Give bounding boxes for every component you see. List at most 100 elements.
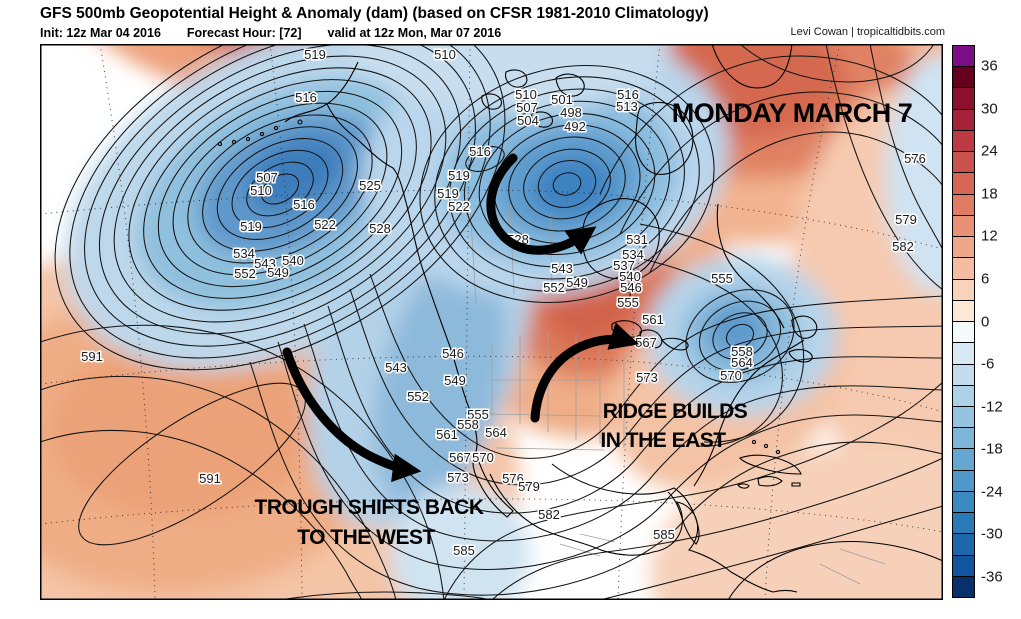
colorbar-tick-label: 18 — [981, 185, 998, 203]
colorbar-cell — [953, 151, 974, 173]
forecast-hour: Forecast Hour: [72] — [186, 26, 302, 40]
contour-label: 570 — [720, 368, 742, 383]
anomaly-shading — [40, 44, 943, 600]
colorbar-cell — [953, 257, 974, 279]
colorbar-cell — [953, 554, 974, 576]
colorbar-cell — [953, 87, 974, 109]
contour-label: 549 — [566, 275, 588, 290]
colorbar-cell — [953, 299, 974, 322]
colorbar-cell — [953, 363, 974, 385]
contour-label: 573 — [447, 470, 469, 485]
map-title: GFS 500mb Geopotential Height & Anomaly … — [40, 5, 709, 22]
colorbar-tick-label: 24 — [981, 142, 998, 160]
contour-label: 510 — [434, 47, 456, 62]
contour-label: 519 — [448, 168, 470, 183]
colorbar-cell — [953, 575, 974, 598]
map-canvas: 519 510 516 507 510 516 519 522 525 528 534 540 543 5… — [40, 44, 943, 600]
contour-label: 519 — [304, 47, 326, 62]
contour-label: 567 — [635, 335, 657, 350]
colorbar-cell — [953, 129, 974, 152]
contour-label: 528 — [369, 221, 391, 236]
contour-label: 522 — [314, 217, 336, 232]
colorbar-tick-label: -36 — [981, 568, 1003, 586]
map-subtitle: Init: 12z Mar 04 2016 Forecast Hour: [72… — [40, 26, 945, 40]
contour-label: 561 — [436, 427, 458, 442]
contour-label: 552 — [543, 280, 565, 295]
colorbar-tick-label: -24 — [981, 483, 1003, 501]
contour-label: 576 — [904, 151, 926, 166]
contour-label: 492 — [564, 119, 586, 134]
anomaly-colorbar-labels: 36 30 24 18 12 6 0 -6 -12 -18 -24 -30 -36 — [981, 45, 1019, 598]
trough-flow-arrow — [282, 347, 422, 483]
contour-label: 546 — [620, 280, 642, 295]
colorbar-tick-label: -30 — [981, 525, 1003, 543]
colorbar-cell — [953, 490, 974, 513]
contour-label: 564 — [731, 355, 753, 370]
height-contours — [40, 44, 943, 600]
colorbar-cell — [953, 46, 974, 67]
colorbar-tick-label: -6 — [981, 355, 995, 373]
ridge-flow-arrow — [530, 322, 640, 423]
colorbar-cell — [953, 108, 974, 130]
annotation-ridge-line2: IN THE EAST — [600, 429, 726, 452]
contour-label: 540 — [282, 253, 304, 268]
contour-label: 591 — [81, 349, 103, 364]
init-time: Init: 12z Mar 04 2016 — [40, 26, 161, 40]
flow-arrows — [282, 153, 640, 483]
colorbar-tick-label: 36 — [981, 57, 998, 75]
contour-label: 507 — [256, 170, 278, 185]
contour-label: 585 — [653, 527, 675, 542]
coastline — [217, 44, 943, 600]
state-borders — [469, 203, 886, 585]
contour-label: 501 — [551, 92, 573, 107]
valid-time: valid at 12z Mon, Mar 07 2016 — [327, 26, 502, 40]
colorbar-tick-label: 30 — [981, 100, 998, 118]
colorbar-cell — [953, 448, 974, 470]
contour-label: 516 — [617, 87, 639, 102]
contour-label: 543 — [254, 256, 276, 271]
contour-label: 516 — [295, 90, 317, 105]
colorbar-tick-label: 12 — [981, 227, 998, 245]
contour-label: 591 — [199, 471, 221, 486]
contour-label: 570 — [472, 450, 494, 465]
contour-label: 573 — [636, 370, 658, 385]
colorbar-cell — [953, 236, 974, 258]
contour-label: 543 — [551, 261, 573, 276]
colorbar-cell — [953, 193, 974, 215]
colorbar-tick-label: -12 — [981, 398, 1003, 416]
contour-label: 561 — [642, 312, 664, 327]
colorbar-cell — [953, 384, 974, 406]
contour-label: 558 — [731, 344, 753, 359]
contour-label: 546 — [442, 346, 464, 361]
annotation-trough-line2: TO THE WEST — [297, 526, 435, 549]
contour-label: 522 — [448, 199, 470, 214]
map-frame — [40, 44, 943, 600]
colorbar-cell — [953, 533, 974, 555]
contour-label: 519 — [240, 219, 262, 234]
contour-label: 549 — [267, 265, 289, 280]
colorbar-cell — [953, 405, 974, 428]
colorbar-tick-label: 0 — [981, 313, 990, 330]
contour-label: 549 — [444, 373, 466, 388]
contour-label: 564 — [485, 425, 507, 440]
credit-text: Levi Cowan | tropicaltidbits.com — [790, 26, 945, 38]
contour-label: 510 — [250, 183, 272, 198]
colorbar-tick-label: -18 — [981, 440, 1003, 458]
contour-label: 534 — [233, 246, 255, 261]
contour-label: 567 — [449, 450, 471, 465]
contour-label: 519 — [437, 186, 459, 201]
contour-label: 540 — [619, 269, 641, 284]
contour-label: 513 — [616, 99, 638, 114]
contour-label: 534 — [622, 247, 644, 262]
contour-label: 579 — [518, 479, 540, 494]
contour-label: 555 — [711, 271, 733, 286]
colorbar-cell — [953, 214, 974, 237]
contour-label: 552 — [407, 389, 429, 404]
contour-label: 498 — [560, 105, 582, 120]
contour-label: 537 — [613, 258, 635, 273]
cyclonic-flow-arrow — [486, 153, 597, 255]
annotation-ridge-line1: RIDGE BUILDS — [603, 400, 748, 423]
contour-label: 579 — [895, 212, 917, 227]
